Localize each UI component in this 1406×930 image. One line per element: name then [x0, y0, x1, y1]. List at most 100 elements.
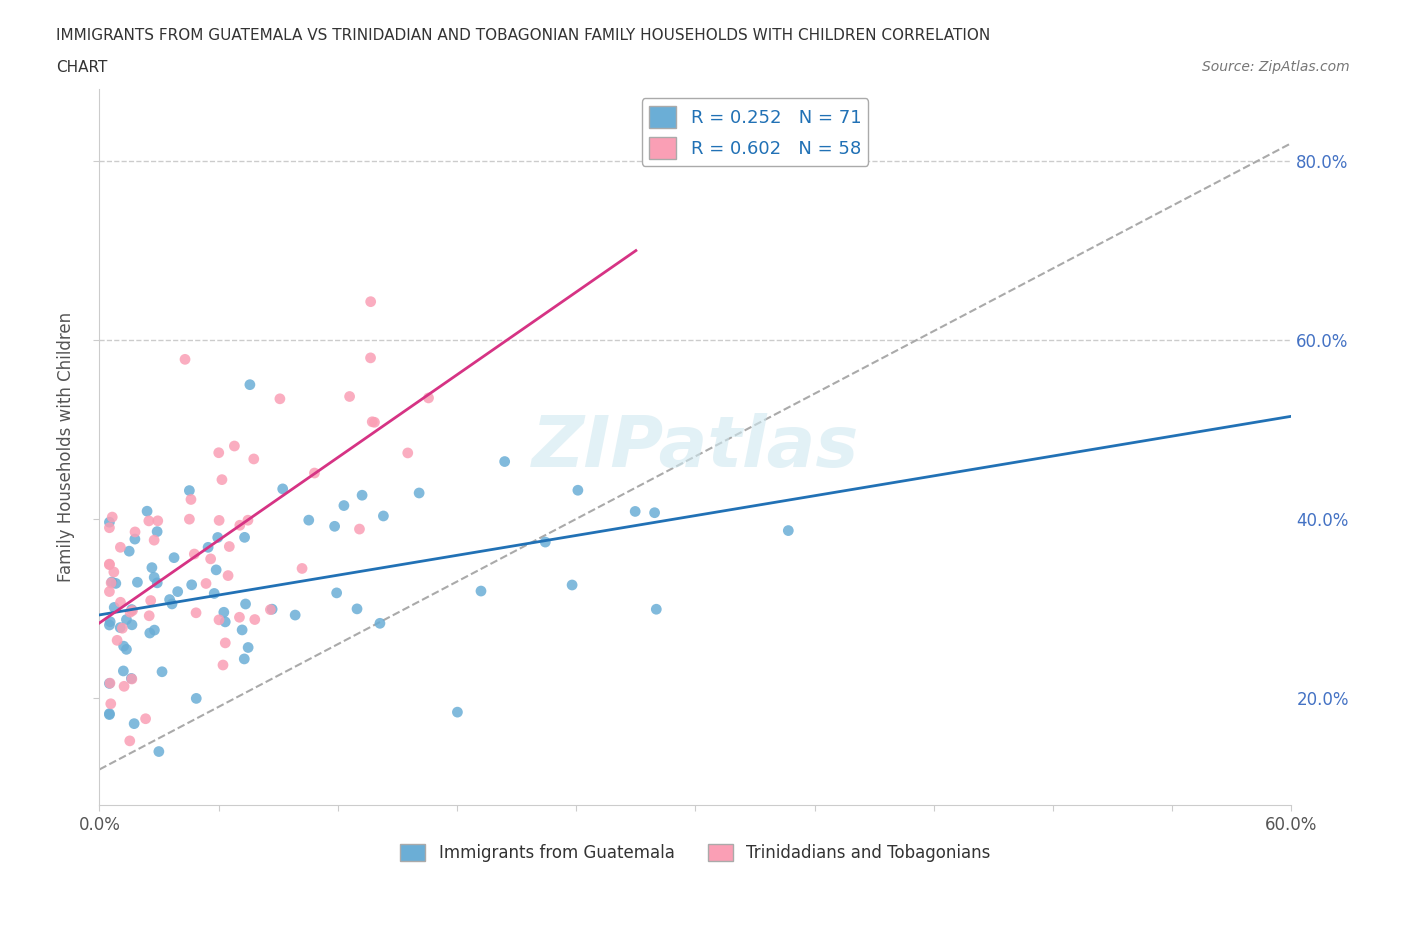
Text: ZIPatlas: ZIPatlas: [531, 413, 859, 482]
Point: [100, 697, 122, 711]
Point: [98, 514, 121, 529]
Point: [242, 452, 264, 467]
Point: [333, 498, 356, 513]
Text: IMMIGRANTS FROM GUATEMALA VS TRINIDADIAN AND TOBAGONIAN FAMILY HOUSEHOLDS WITH C: IMMIGRANTS FROM GUATEMALA VS TRINIDADIAN…: [56, 28, 990, 43]
Point: [122, 716, 145, 731]
Point: [228, 610, 250, 625]
Point: [174, 352, 197, 366]
Point: [120, 604, 142, 619]
Point: [98, 615, 121, 630]
Point: [112, 679, 135, 694]
Point: [110, 595, 132, 610]
Point: [127, 575, 149, 590]
Point: [202, 586, 225, 601]
Point: [373, 509, 395, 524]
Point: [98, 584, 121, 599]
Point: [179, 512, 201, 526]
Point: [115, 642, 138, 657]
Point: [121, 618, 143, 632]
Point: [143, 570, 166, 585]
Point: [195, 576, 218, 591]
Point: [180, 492, 202, 507]
Point: [269, 392, 291, 406]
Point: [259, 603, 281, 618]
Point: [100, 576, 122, 591]
Point: [146, 576, 169, 591]
Point: [363, 415, 385, 430]
Point: [298, 512, 321, 527]
Point: [146, 525, 169, 539]
Point: [98, 707, 121, 722]
Point: [179, 483, 201, 498]
Point: [208, 612, 231, 627]
Point: [101, 575, 124, 590]
Point: [105, 633, 128, 648]
Point: [284, 607, 307, 622]
Point: [323, 519, 346, 534]
Point: [98, 618, 121, 632]
Point: [138, 513, 160, 528]
Point: [224, 439, 246, 454]
Point: [233, 530, 256, 545]
Point: [103, 565, 125, 579]
Point: [212, 658, 235, 672]
Point: [235, 596, 257, 611]
Point: [104, 576, 127, 591]
Point: [200, 551, 222, 566]
Point: [139, 626, 162, 641]
Point: [98, 557, 121, 572]
Text: CHART: CHART: [56, 60, 108, 75]
Point: [124, 525, 146, 539]
Point: [446, 705, 468, 720]
Point: [184, 605, 207, 620]
Point: [98, 706, 121, 721]
Point: [103, 600, 125, 615]
Point: [98, 520, 121, 535]
Text: Source: ZipAtlas.com: Source: ZipAtlas.com: [1202, 60, 1350, 74]
Point: [197, 540, 219, 555]
Point: [229, 518, 252, 533]
Point: [150, 664, 173, 679]
Point: [136, 504, 159, 519]
Point: [360, 294, 382, 309]
Point: [262, 602, 284, 617]
Point: [236, 640, 259, 655]
Point: [271, 482, 294, 497]
Point: [160, 596, 183, 611]
Point: [368, 616, 391, 631]
Point: [118, 734, 141, 749]
Point: [121, 602, 143, 617]
Point: [349, 522, 371, 537]
Point: [98, 676, 121, 691]
Point: [208, 513, 231, 528]
Point: [567, 483, 589, 498]
Point: [231, 622, 253, 637]
Point: [163, 551, 186, 565]
Point: [239, 378, 262, 392]
Point: [115, 612, 138, 627]
Point: [118, 544, 141, 559]
Point: [207, 530, 229, 545]
Point: [418, 391, 440, 405]
Point: [98, 676, 121, 691]
Point: [143, 533, 166, 548]
Point: [534, 535, 557, 550]
Point: [121, 671, 143, 686]
Point: [325, 586, 347, 601]
Point: [304, 466, 326, 481]
Point: [159, 592, 181, 607]
Y-axis label: Family Households with Children: Family Households with Children: [58, 312, 75, 582]
Point: [212, 604, 235, 619]
Point: [291, 561, 314, 576]
Point: [148, 744, 170, 759]
Point: [138, 608, 160, 623]
Point: [624, 504, 647, 519]
Point: [139, 593, 162, 608]
Point: [135, 711, 157, 726]
Point: [346, 602, 368, 617]
Point: [183, 547, 205, 562]
Point: [186, 691, 208, 706]
Point: [108, 620, 131, 635]
Point: [339, 389, 361, 404]
Point: [208, 445, 231, 460]
